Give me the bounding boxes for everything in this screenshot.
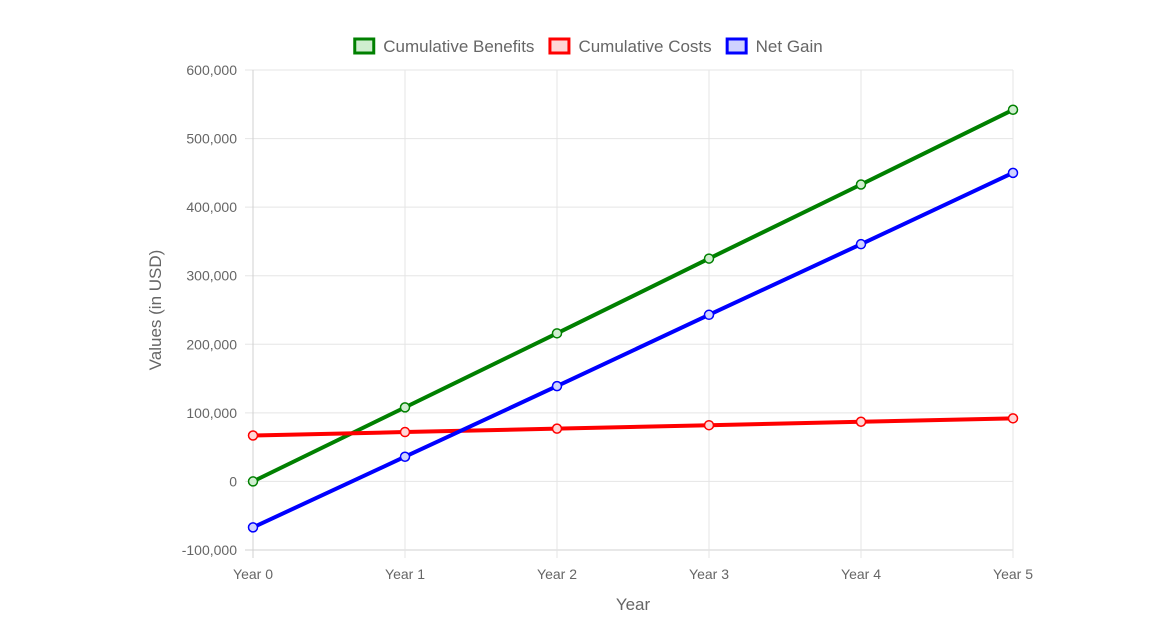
series-cumulative-costs: [247, 413, 1019, 441]
data-point: [1007, 104, 1019, 116]
y-tick-label: 500,000: [186, 131, 237, 147]
legend-label: Net Gain: [756, 37, 823, 56]
legend-item-cumulative-costs[interactable]: Cumulative Costs: [548, 37, 712, 56]
y-tick-label: 100,000: [186, 405, 237, 421]
y-axis-title: Values (in USD): [146, 250, 165, 371]
data-point: [247, 522, 259, 533]
series-net-gain: [247, 167, 1019, 533]
legend: Cumulative Benefits Cumulative Costs Net G…: [353, 37, 823, 56]
data-point: [703, 253, 715, 264]
x-tick-label: Year 0: [233, 566, 273, 582]
x-tick-label: Year 2: [537, 566, 577, 582]
y-tick-label: 600,000: [186, 62, 237, 78]
data-point: [551, 423, 563, 434]
data-point: [551, 328, 563, 339]
series-cumulative-benefits: [247, 104, 1019, 487]
legend-label: Cumulative Costs: [578, 37, 711, 56]
y-tick-label: 200,000: [186, 336, 237, 352]
data-point: [247, 476, 259, 487]
data-point: [1007, 167, 1019, 179]
data-point: [855, 416, 867, 428]
data-point: [399, 426, 411, 438]
legend-label: Cumulative Benefits: [383, 37, 534, 56]
y-tick-label: 300,000: [186, 268, 237, 284]
series-lines: [247, 104, 1019, 533]
legend-swatch: [725, 37, 748, 55]
x-tick-label: Year 3: [689, 566, 729, 582]
x-tick-label: Year 5: [993, 566, 1033, 582]
data-point: [855, 179, 867, 190]
data-point: [247, 430, 259, 441]
legend-swatch: [548, 37, 571, 55]
x-axis-title: Year: [616, 595, 651, 614]
grid: [245, 69, 1014, 558]
data-point: [703, 419, 715, 431]
y-tick-label: 400,000: [186, 199, 237, 215]
data-point: [1007, 413, 1019, 424]
data-point: [855, 238, 867, 250]
series-line: [251, 416, 1015, 438]
data-point: [399, 451, 411, 462]
x-tick-label: Year 4: [841, 566, 881, 582]
data-point: [703, 309, 715, 321]
legend-item-cumulative-benefits[interactable]: Cumulative Benefits: [353, 37, 535, 56]
data-point: [551, 380, 563, 392]
axes: -100,000 0 100,000 200,000 300,000 400,000 500…: [182, 62, 1033, 582]
legend-item-net-gain[interactable]: Net Gain: [725, 37, 823, 56]
x-tick-label: Year 1: [385, 566, 425, 582]
legend-swatch: [353, 37, 376, 55]
y-tick-label: -100,000: [182, 542, 237, 558]
series-line: [251, 170, 1015, 530]
data-point: [399, 402, 411, 413]
y-tick-label: 0: [229, 473, 237, 489]
series-line: [251, 107, 1015, 484]
